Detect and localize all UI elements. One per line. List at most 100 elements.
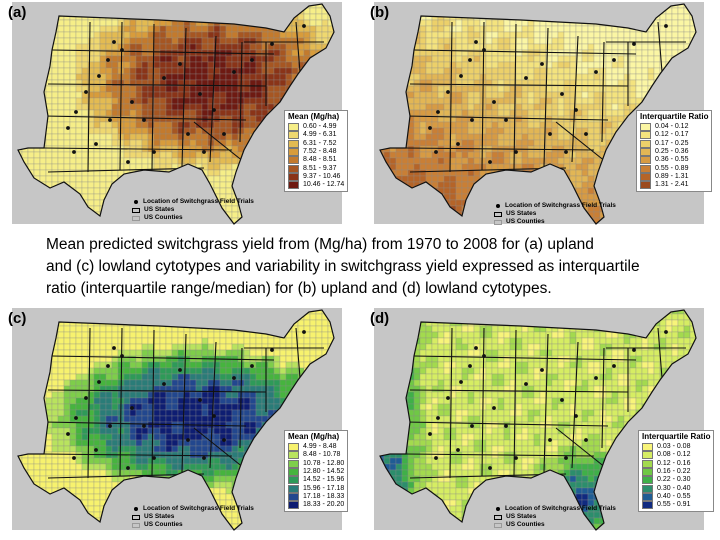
county-cell [177, 43, 185, 51]
county-cell [201, 163, 209, 171]
county-cell [183, 109, 191, 117]
county-cell [135, 115, 143, 123]
county-cell [533, 109, 541, 117]
county-cell [557, 31, 565, 39]
county-cell [321, 19, 329, 27]
county-cell [10, 224, 16, 227]
county-cell [57, 31, 65, 39]
county-cell [581, 97, 589, 105]
county-cell [593, 103, 601, 111]
county-cell [51, 85, 59, 93]
county-cell [153, 37, 161, 45]
county-cell [201, 223, 209, 224]
county-cell [213, 151, 221, 159]
county-cell [117, 325, 125, 333]
county-cell [539, 49, 547, 57]
county-cell [485, 103, 493, 111]
county-cell [135, 157, 143, 165]
county-cell [605, 67, 613, 75]
legend-item: 4.99 - 6.31 [288, 131, 344, 140]
county-cell [419, 67, 427, 75]
county-cell [81, 139, 89, 147]
county-cell [431, 31, 439, 39]
county-cell [201, 109, 209, 117]
county-cell [231, 331, 239, 339]
county-cell [153, 61, 161, 69]
county-cell [201, 103, 209, 111]
county-cell [231, 25, 239, 33]
county-cell [45, 145, 53, 153]
county-cell [503, 19, 511, 27]
county-cell [63, 67, 71, 75]
county-cell [581, 157, 589, 165]
county-cell [545, 139, 553, 147]
county-cell [533, 127, 541, 135]
county-cell [443, 61, 451, 69]
county-cell [521, 91, 529, 99]
county-cell [189, 25, 197, 33]
county-cell [75, 133, 83, 141]
county-cell [123, 31, 131, 39]
county-cell [443, 181, 451, 189]
county-cell [69, 67, 77, 75]
county-cell [366, 98, 372, 104]
county-cell [129, 37, 137, 45]
county-cell [165, 25, 173, 33]
county-cell [611, 109, 619, 117]
county-cell [207, 163, 215, 171]
county-cell [521, 133, 529, 141]
county-cell [99, 85, 107, 93]
county-cell [593, 127, 601, 135]
county-cell [509, 19, 517, 27]
county-cell [527, 49, 535, 57]
county-cell [261, 49, 269, 57]
county-cell [231, 145, 239, 153]
county-cell [75, 145, 83, 153]
county-cell [201, 331, 209, 339]
county-cell [563, 139, 571, 147]
county-cell [225, 91, 233, 99]
county-cell [467, 127, 475, 135]
county-cell [533, 25, 541, 33]
county-cell [431, 79, 439, 87]
county-cell [135, 139, 143, 147]
county-cell [515, 133, 523, 141]
county-cell [575, 127, 583, 135]
legend-title: Mean (Mg/ha) [288, 112, 340, 121]
county-cell [99, 67, 107, 75]
county-cell [213, 121, 221, 129]
county-cell [479, 151, 487, 159]
county-cell [219, 163, 227, 171]
county-cell [99, 175, 107, 183]
county-cell [425, 103, 433, 111]
county-cell [243, 61, 251, 69]
county-cell [141, 85, 149, 93]
field-trial-site [120, 48, 124, 52]
county-cell [587, 127, 595, 135]
county-cell [291, 55, 299, 63]
county-cell [527, 61, 535, 69]
county-cell [407, 157, 415, 165]
county-cell [135, 331, 143, 339]
county-cell [81, 151, 89, 159]
county-cell [545, 85, 553, 93]
county-cell [237, 331, 245, 339]
county-cell [527, 109, 535, 117]
field-trial-site [664, 24, 668, 28]
county-cell [93, 91, 101, 99]
county-cell [315, 313, 323, 321]
county-cell [105, 343, 113, 351]
county-cell [243, 223, 251, 224]
county-cell [569, 25, 577, 33]
county-cell [671, 13, 679, 21]
county-cell [425, 139, 433, 147]
county-cell [249, 61, 257, 69]
county-cell [309, 25, 317, 33]
county-cell [18, 223, 23, 224]
county-cell [129, 151, 137, 159]
county-cell [545, 121, 553, 129]
county-cell [51, 139, 59, 147]
county-cell [93, 121, 101, 129]
county-cell [201, 337, 209, 345]
county-cell [315, 319, 323, 327]
